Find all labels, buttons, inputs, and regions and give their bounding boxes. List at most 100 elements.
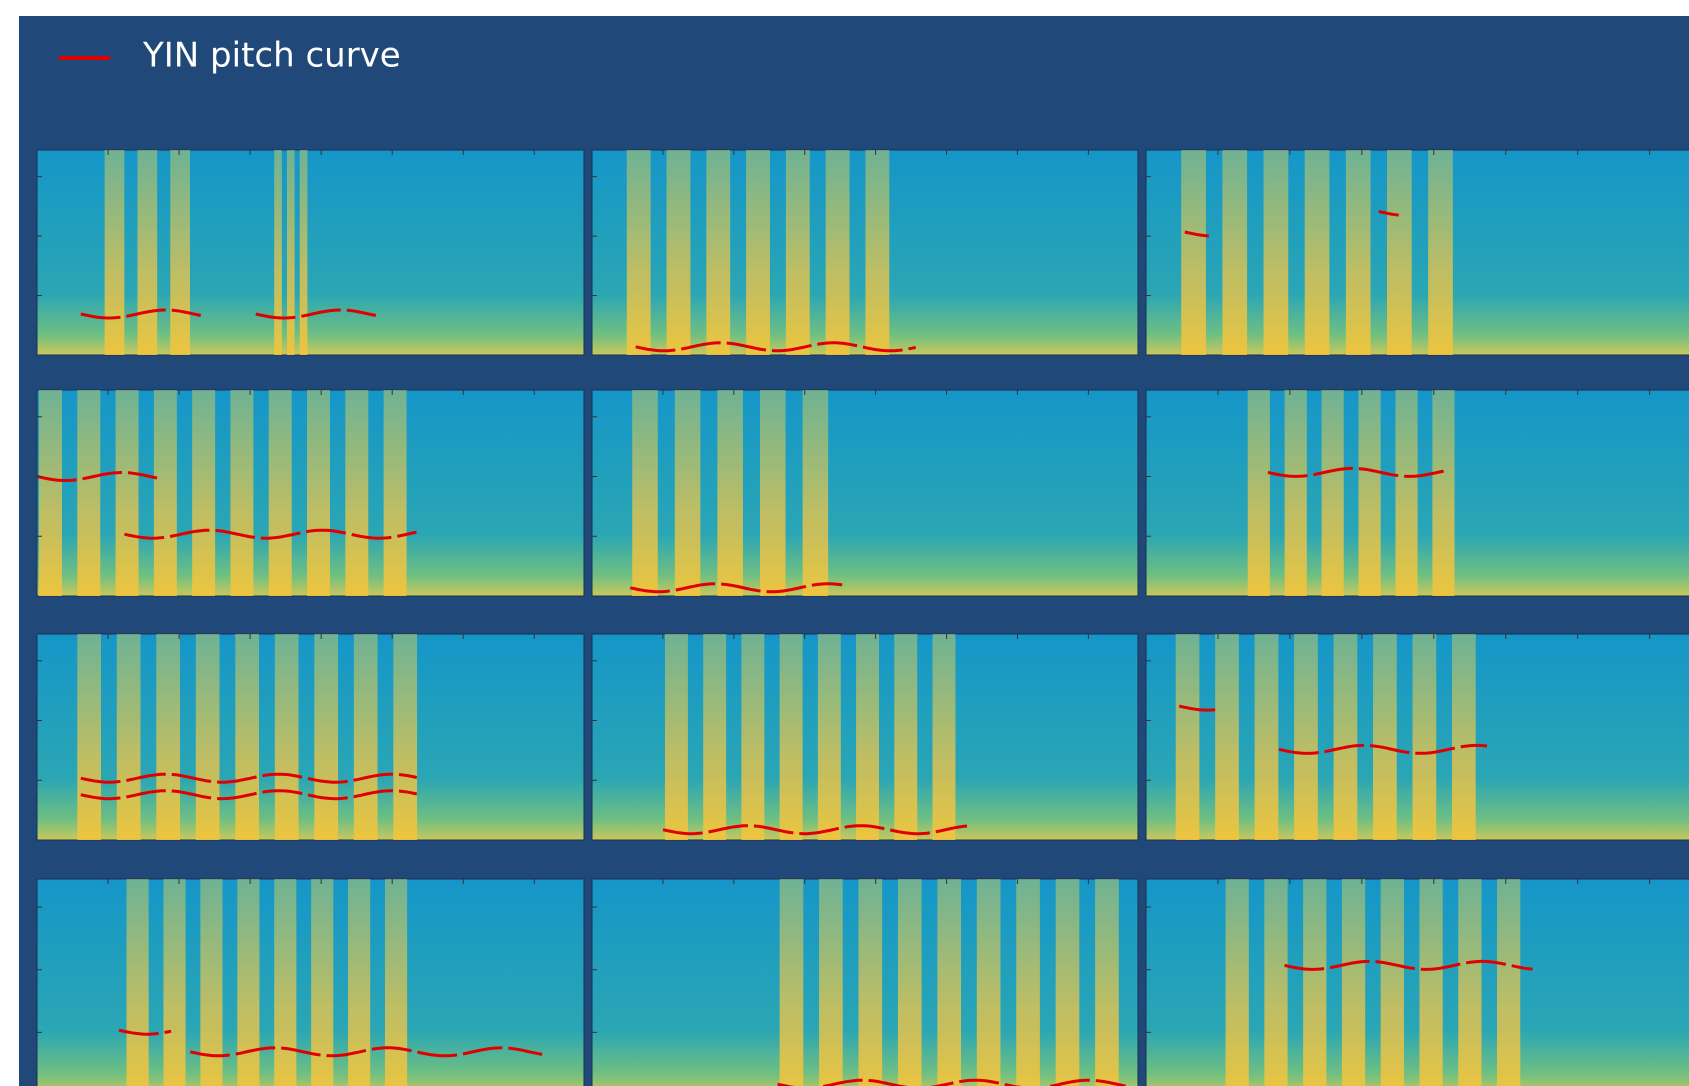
voiced-band — [760, 390, 786, 596]
voiced-band — [307, 390, 330, 596]
figure: YIN pitch curve — [0, 0, 1689, 1086]
voiced-band — [859, 879, 883, 1086]
voiced-band — [819, 879, 843, 1086]
voiced-band — [1428, 150, 1453, 355]
voiced-band — [1264, 150, 1289, 355]
voiced-band — [127, 879, 149, 1086]
voiced-band — [1322, 390, 1344, 596]
voiced-band — [937, 879, 961, 1086]
voiced-band — [117, 634, 141, 840]
voiced-band — [1419, 879, 1442, 1086]
voiced-band — [818, 634, 841, 840]
voiced-band — [1373, 634, 1397, 840]
voiced-band — [1303, 879, 1326, 1086]
voiced-band — [1016, 879, 1040, 1086]
voiced-band — [856, 634, 879, 840]
spectrogram-panel — [37, 150, 584, 355]
voiced-band — [77, 634, 101, 840]
voiced-band — [300, 150, 308, 355]
voiced-band — [717, 390, 743, 596]
voiced-band — [865, 150, 889, 355]
voiced-band — [384, 390, 407, 596]
spectrogram-panel — [1146, 634, 1689, 840]
voiced-band — [746, 150, 770, 355]
voiced-band — [314, 634, 338, 840]
voiced-band — [156, 634, 180, 840]
voiced-band — [385, 879, 407, 1086]
voiced-band — [1334, 634, 1358, 840]
voiced-band — [1215, 634, 1239, 840]
spectrogram-background — [592, 390, 1138, 596]
voiced-band — [393, 634, 417, 840]
voiced-band — [803, 390, 829, 596]
voiced-band — [77, 390, 100, 596]
voiced-band — [1497, 879, 1520, 1086]
voiced-band — [1294, 634, 1318, 840]
voiced-band — [274, 150, 282, 355]
voiced-band — [741, 634, 764, 840]
voiced-band — [1359, 390, 1381, 596]
voiced-band — [933, 634, 956, 840]
voiced-band — [667, 150, 691, 355]
voiced-band — [1248, 390, 1270, 596]
spectrogram-panel — [37, 634, 584, 840]
voiced-band — [786, 150, 810, 355]
voiced-band — [665, 634, 688, 840]
voiced-band — [1458, 879, 1481, 1086]
voiced-band — [1095, 879, 1119, 1086]
voiced-band — [137, 150, 157, 355]
voiced-band — [1176, 634, 1200, 840]
voiced-band — [1056, 879, 1080, 1086]
voiced-band — [39, 390, 62, 596]
legend-label: YIN pitch curve — [142, 36, 401, 76]
voiced-band — [192, 390, 215, 596]
spectrogram-panel — [37, 390, 584, 596]
voiced-band — [1226, 879, 1249, 1086]
voiced-band — [170, 150, 190, 355]
voiced-band — [1346, 150, 1371, 355]
voiced-band — [675, 390, 701, 596]
voiced-band — [780, 634, 803, 840]
spectrogram-panel — [1146, 390, 1689, 596]
voiced-band — [163, 879, 185, 1086]
spectrogram-background — [37, 879, 584, 1086]
spectrogram-panel — [1146, 150, 1689, 355]
voiced-band — [1452, 634, 1476, 840]
voiced-band — [230, 390, 253, 596]
spectrogram-panel — [37, 879, 584, 1086]
voiced-band — [287, 150, 295, 355]
voiced-band — [1285, 390, 1307, 596]
voiced-band — [274, 879, 296, 1086]
voiced-band — [105, 150, 125, 355]
voiced-band — [1255, 634, 1279, 840]
voiced-band — [632, 390, 658, 596]
voiced-band — [235, 634, 259, 840]
voiced-band — [237, 879, 259, 1086]
voiced-band — [116, 390, 139, 596]
voiced-band — [269, 390, 292, 596]
voiced-band — [627, 150, 651, 355]
voiced-band — [826, 150, 850, 355]
voiced-band — [706, 150, 730, 355]
voiced-band — [1222, 150, 1247, 355]
spectrogram-panel — [592, 390, 1138, 596]
spectrogram-panel — [592, 150, 1138, 355]
voiced-band — [1413, 634, 1437, 840]
voiced-band — [1395, 390, 1417, 596]
voiced-band — [977, 879, 1001, 1086]
voiced-band — [275, 634, 299, 840]
voiced-band — [1181, 150, 1206, 355]
voiced-band — [1387, 150, 1412, 355]
voiced-band — [898, 879, 922, 1086]
voiced-band — [1264, 879, 1287, 1086]
spectrogram-panel — [592, 634, 1138, 840]
voiced-band — [154, 390, 177, 596]
voiced-band — [1381, 879, 1404, 1086]
voiced-band — [894, 634, 917, 840]
voiced-band — [703, 634, 726, 840]
voiced-band — [780, 879, 804, 1086]
voiced-band — [196, 634, 220, 840]
voiced-band — [1432, 390, 1454, 596]
voiced-band — [345, 390, 368, 596]
spectrogram-panel — [592, 879, 1138, 1086]
